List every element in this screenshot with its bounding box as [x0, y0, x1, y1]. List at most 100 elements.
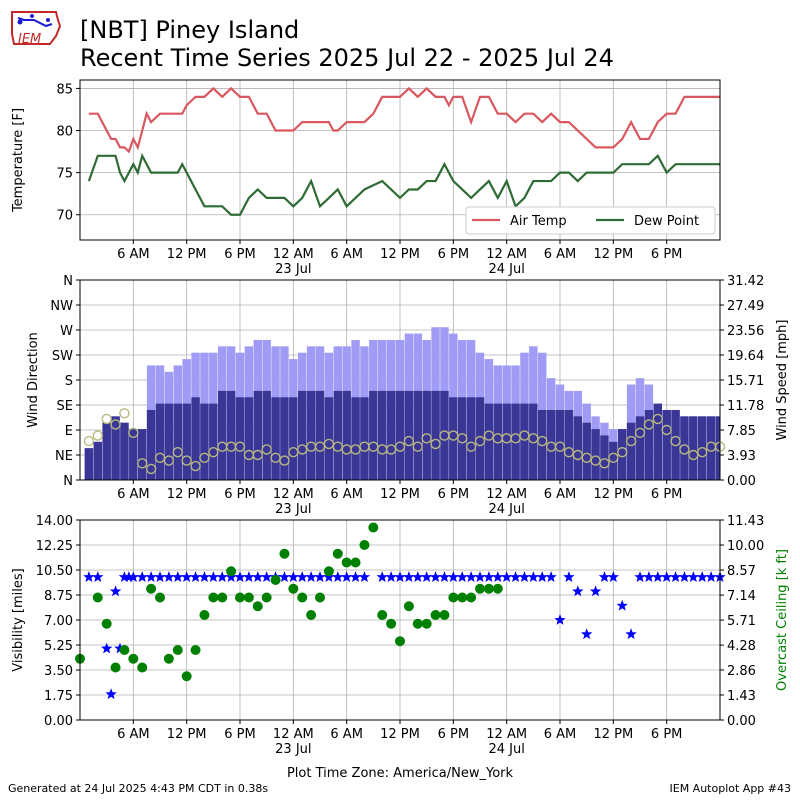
x-tick-label: 12 AM	[273, 727, 314, 742]
y-tick-label: 7.00	[44, 614, 73, 629]
x-tick-label: 12 AM	[273, 487, 314, 502]
visibility-point	[118, 571, 131, 582]
ceiling-point	[199, 610, 210, 621]
wind-direction-point	[617, 447, 628, 458]
visibility-point	[109, 585, 122, 597]
ceiling-point	[341, 557, 352, 568]
ceiling-point	[297, 592, 308, 603]
ceiling-point	[457, 592, 468, 603]
visibility-point	[332, 571, 344, 582]
wind-direction-point	[457, 433, 468, 444]
ceiling-point	[332, 548, 343, 559]
wind-direction-point	[634, 427, 646, 438]
x-tick-label: 6 AM	[544, 487, 577, 502]
date-label: 23 Jul	[275, 742, 311, 757]
temperature-panel: 70 75 80 85 6 AM 12 PM 6 PM 12 AM 6 AM 12 PM 6 PM…	[11, 79, 721, 277]
visibility-x-ticks: 6 AM 12 PM 6 PM 12 AM 6 AM 12 PM 6 PM 12 AM 6 AM…	[117, 720, 682, 757]
wind-speed-bar	[360, 397, 369, 480]
wind-series	[83, 327, 726, 480]
wind-direction-point	[110, 419, 121, 430]
ceiling-point	[226, 566, 237, 577]
wind-speed-bar	[618, 429, 627, 480]
y-tick-label: 85	[56, 82, 73, 97]
y2-tick-label: 3.93	[727, 449, 756, 464]
wind-speed-bar	[600, 435, 609, 480]
wind-direction-point	[145, 463, 157, 475]
visibility-point	[127, 571, 139, 582]
wind-speed-bar	[146, 409, 156, 480]
wind-speed-bar	[120, 422, 129, 480]
visibility-point	[483, 571, 495, 582]
ceiling-point	[483, 583, 494, 594]
wind-speed-bar	[520, 403, 529, 480]
ceiling-point	[92, 592, 103, 603]
wind-speed-bar	[182, 403, 191, 480]
y-tick-label: SE	[57, 399, 73, 414]
legend-label: Air Temp	[510, 214, 567, 229]
y-tick-label: N	[63, 274, 73, 289]
y-tick-label: 3.50	[44, 664, 73, 679]
date-label: 23 Jul	[275, 262, 311, 277]
wind-speed-bar	[564, 409, 574, 480]
visibility-point	[261, 571, 273, 582]
visibility-point	[687, 571, 699, 582]
visibility-point	[207, 571, 219, 582]
wind-direction-point	[83, 435, 95, 447]
visibility-point	[172, 571, 184, 582]
wind-speed-bar	[662, 409, 671, 480]
wind-direction-point	[608, 452, 619, 463]
ceiling-point	[128, 653, 139, 664]
wind-speed-bar	[653, 403, 662, 480]
wind-speed-bar	[529, 403, 538, 480]
y-tick-label: 8.75	[44, 589, 73, 604]
y2-tick-label: 19.64	[727, 349, 764, 364]
visibility-point	[661, 571, 673, 582]
y-tick-label: N	[63, 474, 73, 489]
visibility-point	[323, 571, 335, 582]
wind-speed-bar	[626, 422, 636, 480]
visibility-point	[296, 571, 308, 582]
wind-direction-point	[412, 441, 423, 452]
wind-direction-point	[697, 447, 708, 458]
wind-speed-bar	[342, 390, 351, 480]
wind-speed-bar	[413, 390, 422, 480]
wind-speed-bar	[395, 390, 405, 480]
wind-speed-bar	[164, 403, 174, 480]
wind-speed-bar	[315, 390, 325, 480]
wind-speed-bar	[102, 422, 111, 480]
x-tick-label: 12 PM	[593, 247, 633, 262]
visibility-point	[536, 571, 548, 582]
y-tick-label: 75	[56, 167, 73, 182]
y-tick-label: NW	[50, 299, 73, 314]
wind-y2-label: Wind Speed [mph]	[775, 320, 790, 441]
visibility-point	[394, 571, 406, 582]
wind-speed-bar	[573, 416, 582, 480]
visibility-point	[607, 571, 619, 582]
plot-timezone-label: Plot Time Zone: America/New_York	[287, 766, 514, 781]
y-tick-label: 10.50	[36, 564, 73, 579]
visibility-point	[198, 571, 211, 582]
visibility-point	[314, 571, 326, 582]
wind-direction-point	[661, 424, 672, 436]
wind-speed-bar	[235, 397, 245, 480]
visibility-point	[705, 571, 717, 582]
date-label: 23 Jul	[275, 502, 311, 517]
y2-tick-label: 8.57	[727, 564, 756, 579]
ceiling-point	[163, 653, 174, 664]
wind-speed-bar	[404, 390, 414, 480]
visibility-point	[598, 571, 611, 582]
dew-point-line	[87, 152, 720, 216]
x-tick-label: 6 AM	[544, 247, 577, 262]
wind-speed-bar	[191, 397, 200, 480]
wind-direction-point	[119, 408, 130, 419]
visibility-point	[243, 571, 255, 582]
visibility-point	[216, 571, 228, 582]
wind-speed-bar	[209, 403, 218, 480]
wind-direction-point	[208, 447, 219, 458]
wind-speed-bar	[306, 390, 316, 480]
wind-speed-bar	[635, 416, 645, 480]
wind-direction-point	[181, 455, 192, 466]
visibility-point	[83, 571, 95, 582]
wind-speed-bar	[555, 409, 565, 480]
